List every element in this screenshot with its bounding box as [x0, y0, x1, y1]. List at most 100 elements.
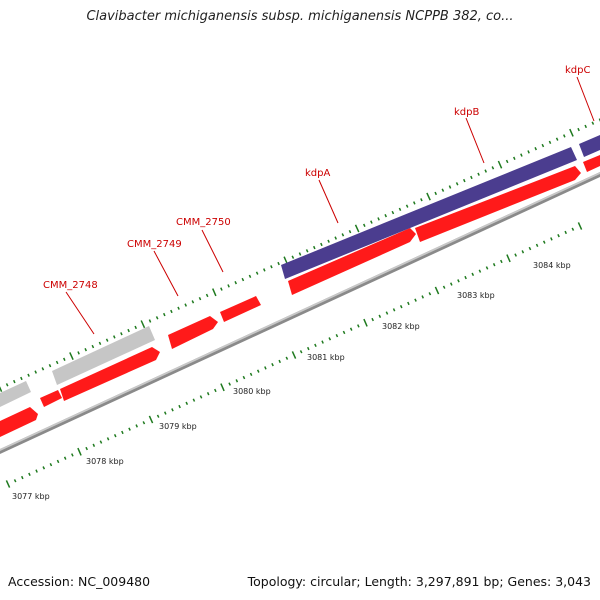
gene-label-kdpa[interactable]: kdpA — [305, 168, 330, 179]
minor-tick — [248, 274, 252, 279]
minor-tick — [555, 137, 559, 141]
minor-tick — [542, 240, 546, 244]
minor-tick — [127, 328, 130, 333]
minor-tick — [491, 166, 495, 170]
minor-tick — [84, 348, 87, 352]
minor-tick — [385, 311, 389, 315]
minor-tick — [13, 479, 17, 483]
minor-tick — [285, 356, 289, 360]
major-tick — [426, 192, 431, 201]
minor-tick — [128, 427, 131, 431]
minor-tick — [99, 440, 103, 444]
minor-tick — [591, 121, 595, 125]
kbp-label: 3079 kbp — [159, 422, 197, 431]
minor-tick — [450, 282, 453, 286]
minor-tick — [49, 462, 53, 467]
minor-tick — [256, 369, 260, 373]
major-tick — [434, 286, 440, 295]
minor-tick — [571, 227, 575, 231]
minor-tick — [42, 466, 46, 470]
minor-tick — [249, 372, 253, 377]
minor-tick — [242, 375, 246, 380]
minor-tick — [263, 268, 266, 272]
minor-tick — [21, 475, 24, 480]
gene-feature — [583, 155, 600, 172]
minor-tick — [27, 373, 30, 377]
minor-tick — [92, 443, 96, 447]
gene-label-cmm-2748[interactable]: CMM_2748 — [43, 280, 98, 291]
outer-tick-ring — [0, 118, 600, 392]
minor-tick — [485, 266, 489, 270]
gene-label-cmm-2749[interactable]: CMM_2749 — [127, 239, 182, 250]
gene-feature — [415, 166, 581, 242]
minor-tick — [328, 337, 332, 341]
minor-tick — [514, 253, 517, 257]
minor-tick — [56, 459, 60, 464]
minor-tick — [420, 198, 423, 202]
minor-tick — [63, 456, 67, 460]
minor-tick — [564, 230, 567, 235]
gene-feature — [0, 381, 31, 407]
minor-tick — [392, 308, 396, 312]
major-tick — [506, 254, 511, 263]
gene-label-cmm-2750[interactable]: CMM_2750 — [176, 217, 231, 228]
minor-tick — [155, 316, 159, 320]
minor-tick — [307, 346, 310, 351]
minor-tick — [314, 343, 317, 348]
bp-tick-ring — [5, 222, 583, 488]
minor-tick — [85, 446, 88, 451]
gene-label-kdpc[interactable]: kdpC — [565, 65, 590, 76]
minor-tick — [299, 350, 303, 354]
minor-tick — [378, 314, 382, 318]
minor-tick — [363, 223, 366, 227]
major-tick — [291, 351, 297, 359]
minor-tick — [235, 379, 239, 383]
minor-tick — [370, 220, 373, 224]
minor-tick — [35, 469, 38, 473]
minor-tick — [477, 172, 480, 176]
minor-tick — [484, 169, 487, 173]
minor-tick — [106, 437, 110, 441]
minor-tick — [20, 376, 23, 381]
minor-tick — [377, 217, 380, 221]
minor-tick — [563, 134, 566, 138]
minor-tick — [71, 453, 74, 457]
minor-tick — [278, 359, 281, 364]
major-tick — [577, 222, 583, 230]
kbp-label: 3080 kbp — [233, 387, 271, 396]
gene-feature — [288, 228, 416, 295]
gene-feature — [168, 316, 218, 349]
backbone-strand — [0, 172, 600, 454]
minor-tick — [334, 236, 337, 240]
minor-tick — [105, 338, 109, 342]
minor-tick — [313, 245, 316, 250]
minor-tick — [177, 306, 180, 310]
minor-tick — [170, 309, 173, 314]
gene-label-kdpb[interactable]: kdpB — [454, 107, 479, 118]
minor-tick — [164, 411, 167, 415]
major-tick — [569, 128, 574, 137]
gene-feature — [60, 347, 160, 401]
minor-tick — [142, 421, 146, 425]
gene-feature — [281, 147, 577, 279]
minor-tick — [384, 214, 387, 218]
minor-tick — [171, 408, 174, 412]
minor-tick — [192, 398, 196, 402]
gene-leader-lines — [65, 76, 595, 335]
minor-tick — [120, 332, 123, 336]
minor-tick — [5, 383, 9, 387]
minor-tick — [348, 229, 352, 234]
minor-tick — [91, 344, 95, 349]
minor-tick — [550, 237, 553, 241]
minor-tick — [407, 301, 410, 306]
minor-tick — [148, 319, 152, 323]
minor-tick — [470, 175, 473, 180]
minor-tick — [156, 414, 160, 418]
minor-tick — [206, 392, 210, 396]
minor-tick — [441, 188, 445, 192]
major-tick — [0, 386, 3, 392]
minor-tick — [178, 404, 181, 409]
minor-tick — [63, 357, 66, 361]
minor-tick — [305, 249, 309, 253]
